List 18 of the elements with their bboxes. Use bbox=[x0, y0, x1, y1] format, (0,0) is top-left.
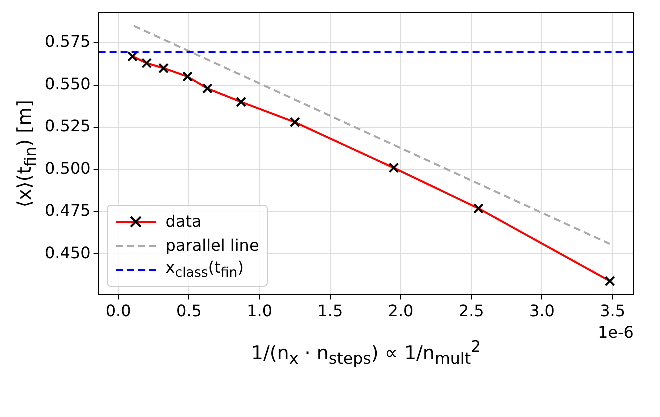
x-tick-label: 1.0 bbox=[247, 302, 273, 321]
y-tick-label: 0.550 bbox=[44, 74, 91, 94]
y-tick-label: 0.475 bbox=[44, 201, 91, 220]
x-tick-label: 3.5 bbox=[600, 302, 626, 321]
legend-label: data bbox=[166, 212, 202, 232]
y-tick-label: 0.575 bbox=[44, 32, 91, 52]
x-tick-label: 1.5 bbox=[318, 302, 344, 321]
x-tick-label: 0.5 bbox=[176, 302, 202, 321]
legend-label: parallel line bbox=[166, 236, 260, 256]
legend-label: x$_{class}$(t$_{fin}$) bbox=[166, 258, 244, 282]
y-tick-label: 0.525 bbox=[44, 116, 91, 136]
x-tick-label: 3.0 bbox=[529, 302, 555, 321]
y-tick-label: 0.450 bbox=[44, 243, 91, 262]
y-tick-label: 0.500 bbox=[44, 158, 91, 178]
text: 1e-6 bbox=[598, 322, 634, 342]
x-tick-label: 2.0 bbox=[388, 302, 414, 321]
x-tick-label: 0.0 bbox=[106, 302, 132, 321]
x-tick-label: 2.5 bbox=[458, 302, 484, 321]
